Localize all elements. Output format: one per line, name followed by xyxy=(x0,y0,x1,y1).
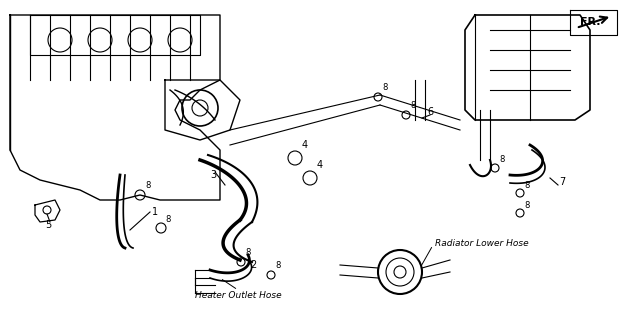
Text: FR.: FR. xyxy=(580,17,601,27)
Text: 8: 8 xyxy=(383,83,388,92)
Text: 1: 1 xyxy=(152,207,158,217)
Text: 8: 8 xyxy=(525,181,529,190)
Text: Heater Outlet Hose: Heater Outlet Hose xyxy=(195,291,281,300)
Text: 5: 5 xyxy=(45,220,51,230)
Text: 3: 3 xyxy=(210,170,216,180)
Text: 8: 8 xyxy=(246,248,250,257)
Text: Radiator Lower Hose: Radiator Lower Hose xyxy=(435,238,529,247)
Text: 7: 7 xyxy=(559,177,565,187)
Text: 8: 8 xyxy=(499,155,505,164)
Text: 8: 8 xyxy=(525,201,529,210)
Text: 8: 8 xyxy=(145,181,151,190)
Text: 8: 8 xyxy=(166,215,171,224)
Text: 8: 8 xyxy=(410,101,415,110)
Text: 8: 8 xyxy=(275,261,281,270)
Text: 2: 2 xyxy=(250,260,256,270)
Text: 4: 4 xyxy=(317,160,323,170)
Text: 4: 4 xyxy=(302,140,308,150)
Text: 6: 6 xyxy=(427,107,433,117)
